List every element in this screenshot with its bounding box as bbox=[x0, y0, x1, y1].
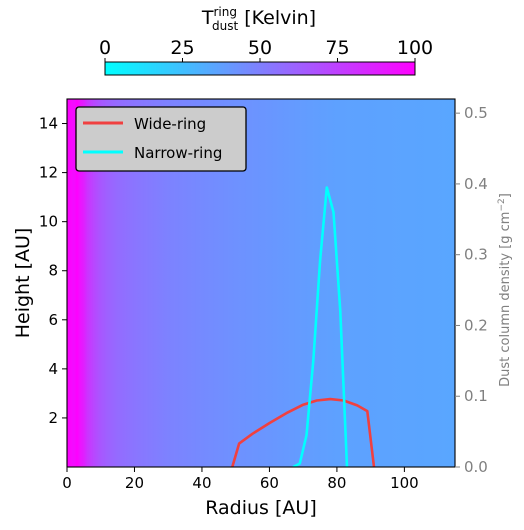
legend-label-narrow-ring: Narrow-ring bbox=[134, 144, 222, 162]
y-tick-label: 6 bbox=[48, 311, 58, 329]
y-tick-label: 2 bbox=[48, 409, 58, 427]
y2-tick-label: 0.5 bbox=[464, 104, 488, 122]
colorbar-gradient bbox=[104, 61, 416, 76]
plot-frame bbox=[66, 98, 456, 468]
colorbar-tick-label: 25 bbox=[170, 37, 194, 59]
x-axis-title: Radius [AU] bbox=[205, 497, 316, 519]
y2-tick-label: 0.0 bbox=[464, 458, 488, 476]
y2-axis-ticks: 0.0 0.1 0.2 0.3 0.4 0.5 bbox=[455, 104, 488, 476]
y-tick-label: 8 bbox=[48, 262, 58, 280]
colorbar: Tring dust [Kelvin] 0 25 50 75 100 bbox=[99, 5, 433, 76]
colorbar-tick-label: 0 bbox=[99, 37, 111, 59]
series-line-narrow-ring bbox=[292, 186, 349, 467]
y-tick-label: 14 bbox=[39, 115, 58, 133]
x-tick-label: 40 bbox=[192, 474, 211, 492]
y2-tick-label: 0.1 bbox=[464, 387, 488, 405]
y-tick-label: 10 bbox=[39, 213, 58, 231]
x-tick-label: 80 bbox=[327, 474, 346, 492]
x-tick-label: 100 bbox=[390, 474, 419, 492]
y-tick-label: 4 bbox=[48, 360, 58, 378]
legend-label-wide-ring: Wide-ring bbox=[134, 115, 206, 133]
x-axis-ticks: 0 20 40 60 80 100 bbox=[62, 467, 419, 492]
x-tick-label: 0 bbox=[62, 474, 72, 492]
colorbar-title: Tring dust [Kelvin] bbox=[201, 5, 316, 33]
y-axis-ticks: 2 4 6 8 10 12 14 bbox=[39, 115, 67, 427]
y2-tick-label: 0.2 bbox=[464, 316, 488, 334]
colorbar-tick-label: 100 bbox=[397, 37, 433, 59]
legend: Wide-ring Narrow-ring bbox=[75, 106, 247, 172]
y2-tick-label: 0.3 bbox=[464, 246, 488, 264]
colorbar-ticks: 0 25 50 75 100 bbox=[99, 37, 433, 62]
series-layer bbox=[231, 186, 376, 467]
x-tick-label: 60 bbox=[260, 474, 279, 492]
x-tick-label: 20 bbox=[125, 474, 144, 492]
colorbar-tick-label: 50 bbox=[248, 37, 272, 59]
y2-axis-title: Dust column density [g cm−2] bbox=[497, 193, 513, 387]
y-tick-label: 12 bbox=[39, 164, 58, 182]
y-axis-title: Height [AU] bbox=[12, 228, 34, 339]
colorbar-tick-label: 75 bbox=[325, 37, 349, 59]
y2-tick-label: 0.4 bbox=[464, 175, 488, 193]
